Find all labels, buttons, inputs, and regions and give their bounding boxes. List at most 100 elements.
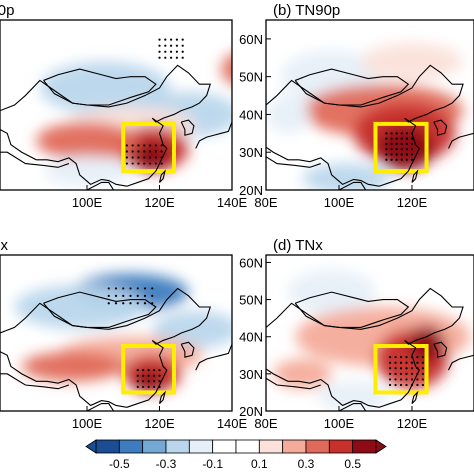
coastline-3 bbox=[433, 119, 448, 136]
y-tick-label: 20N bbox=[239, 183, 263, 198]
coastline-7 bbox=[338, 403, 367, 411]
coastline-1 bbox=[266, 64, 464, 187]
significance-dot bbox=[122, 294, 125, 297]
significance-dot bbox=[400, 153, 403, 156]
colorbar-swatch bbox=[352, 439, 377, 454]
significance-dot bbox=[388, 367, 392, 370]
significance-dot bbox=[410, 142, 414, 146]
significance-dot bbox=[125, 156, 128, 159]
significance-dot bbox=[395, 142, 398, 146]
significance-dot bbox=[143, 294, 147, 297]
significance-dot bbox=[410, 378, 414, 381]
significance-dot bbox=[170, 50, 173, 53]
coastline-5 bbox=[158, 169, 166, 183]
x-tick-label: 80E bbox=[254, 195, 277, 210]
coastline-1 bbox=[0, 287, 212, 408]
significance-dot bbox=[394, 378, 397, 381]
significance-dot bbox=[142, 374, 145, 377]
significance-dot bbox=[395, 153, 398, 156]
significance-dot bbox=[416, 378, 419, 381]
significance-dot bbox=[136, 385, 139, 388]
x-tick-label: 100E bbox=[72, 416, 103, 431]
significance-dot bbox=[160, 150, 163, 153]
significance-dot bbox=[143, 144, 146, 147]
significance-dot bbox=[122, 302, 125, 305]
x-tick-label: 100E bbox=[324, 416, 355, 431]
significance-dot bbox=[421, 367, 425, 370]
significance-dot bbox=[390, 153, 393, 156]
x-tick-label: 120E bbox=[144, 195, 175, 210]
significance-dot bbox=[400, 142, 403, 146]
significance-dot bbox=[416, 361, 419, 364]
significance-dot bbox=[395, 132, 398, 135]
x-tick-label: 100E bbox=[72, 195, 103, 210]
significance-dot bbox=[399, 378, 403, 381]
y-tick-label: 50N bbox=[239, 70, 263, 85]
significance-dot bbox=[122, 287, 125, 290]
colorbar-swatch bbox=[282, 439, 307, 454]
colorbar: -0.5 -0.3 -0.1 0.1 0.3 0.5 bbox=[85, 439, 387, 471]
anomaly-field-6 bbox=[266, 95, 310, 134]
coastline-7 bbox=[86, 403, 115, 411]
significance-dot bbox=[129, 294, 132, 297]
anomaly-field-5 bbox=[273, 359, 332, 389]
y-tick-label: 50N bbox=[239, 293, 263, 308]
significance-dot bbox=[410, 153, 414, 156]
significance-dot bbox=[143, 287, 147, 290]
anomaly-field-7 bbox=[302, 163, 391, 190]
coastline-2 bbox=[43, 68, 157, 106]
significance-dot bbox=[136, 374, 139, 377]
significance-dot bbox=[147, 369, 150, 372]
coastline-8 bbox=[0, 151, 70, 168]
panel-d-tnx: (d) TNx 80E 100E 120E 20N 30N 40N 50N 60N bbox=[239, 237, 474, 431]
significance-dot bbox=[385, 148, 388, 151]
significance-dot bbox=[399, 372, 403, 375]
significance-dot bbox=[137, 144, 140, 147]
significance-dot bbox=[390, 148, 393, 151]
significance-dot bbox=[158, 56, 161, 59]
significance-dot bbox=[390, 158, 393, 161]
significance-dot bbox=[158, 369, 161, 372]
significance-dot bbox=[158, 374, 161, 377]
colorbar-label: 0.1 bbox=[251, 457, 268, 471]
significance-dot bbox=[421, 383, 425, 387]
coastline-5 bbox=[158, 390, 166, 404]
significance-dot bbox=[125, 162, 128, 165]
significance-dot bbox=[410, 372, 414, 375]
colorbar-swatch bbox=[165, 439, 190, 454]
significance-dot bbox=[142, 380, 145, 383]
colorbar-swatch bbox=[305, 439, 330, 454]
significance-dot bbox=[395, 158, 398, 161]
significance-dot bbox=[421, 356, 425, 359]
significance-dot bbox=[181, 44, 184, 47]
coastline-6 bbox=[374, 189, 377, 190]
significance-dot bbox=[405, 372, 408, 375]
significance-dot bbox=[152, 380, 156, 383]
coastline-2 bbox=[294, 291, 410, 328]
coastline-8 bbox=[266, 377, 321, 390]
significance-dot bbox=[421, 372, 425, 375]
significance-dot bbox=[400, 132, 403, 135]
panel-c-title: (c) TXx bbox=[0, 237, 9, 254]
significance-dot bbox=[405, 132, 408, 135]
significance-dot bbox=[164, 44, 167, 47]
coastline-4 bbox=[447, 132, 474, 149]
coastline-7 bbox=[86, 181, 115, 190]
anomaly-field-2 bbox=[39, 61, 171, 115]
significance-dot bbox=[388, 356, 392, 359]
anomaly-field-5 bbox=[21, 351, 124, 382]
coastline-5 bbox=[411, 169, 419, 183]
significance-dot bbox=[158, 380, 161, 383]
anomaly-field-6 bbox=[317, 381, 391, 411]
significance-dot bbox=[137, 156, 140, 159]
significance-dot bbox=[143, 156, 146, 159]
x-tick-label: 100E bbox=[324, 195, 355, 210]
significance-dot bbox=[158, 44, 161, 47]
x-tick-label: 140E bbox=[217, 416, 248, 431]
significance-dot bbox=[394, 367, 397, 370]
significance-dot bbox=[394, 383, 397, 387]
significance-dot bbox=[107, 302, 110, 305]
significance-dot bbox=[388, 361, 392, 364]
significance-dot bbox=[385, 158, 388, 161]
significance-dot bbox=[131, 144, 134, 147]
